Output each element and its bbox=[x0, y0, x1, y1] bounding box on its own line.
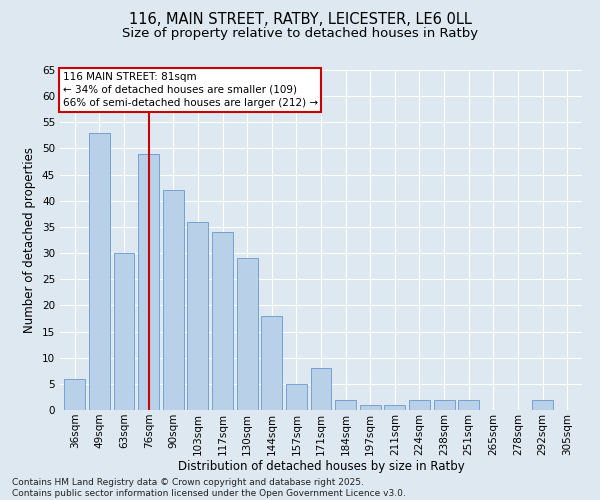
Bar bbox=[64, 378, 85, 410]
Bar bbox=[236, 258, 257, 410]
Bar bbox=[89, 133, 110, 410]
Bar bbox=[532, 400, 553, 410]
Bar bbox=[261, 316, 282, 410]
Bar bbox=[113, 253, 134, 410]
X-axis label: Distribution of detached houses by size in Ratby: Distribution of detached houses by size … bbox=[178, 460, 464, 473]
Bar bbox=[286, 384, 307, 410]
Bar bbox=[409, 400, 430, 410]
Text: Size of property relative to detached houses in Ratby: Size of property relative to detached ho… bbox=[122, 28, 478, 40]
Bar bbox=[385, 405, 406, 410]
Text: 116, MAIN STREET, RATBY, LEICESTER, LE6 0LL: 116, MAIN STREET, RATBY, LEICESTER, LE6 … bbox=[128, 12, 472, 28]
Bar bbox=[360, 405, 381, 410]
Text: Contains HM Land Registry data © Crown copyright and database right 2025.
Contai: Contains HM Land Registry data © Crown c… bbox=[12, 478, 406, 498]
Bar bbox=[434, 400, 455, 410]
Bar bbox=[458, 400, 479, 410]
Y-axis label: Number of detached properties: Number of detached properties bbox=[23, 147, 37, 333]
Bar bbox=[212, 232, 233, 410]
Text: 116 MAIN STREET: 81sqm
← 34% of detached houses are smaller (109)
66% of semi-de: 116 MAIN STREET: 81sqm ← 34% of detached… bbox=[62, 72, 318, 108]
Bar bbox=[311, 368, 331, 410]
Bar bbox=[187, 222, 208, 410]
Bar bbox=[138, 154, 159, 410]
Bar bbox=[163, 190, 184, 410]
Bar bbox=[335, 400, 356, 410]
